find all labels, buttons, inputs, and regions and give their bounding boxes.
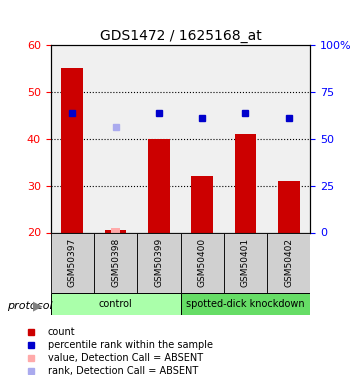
Text: GSM50398: GSM50398 [111,238,120,287]
Text: value, Detection Call = ABSENT: value, Detection Call = ABSENT [48,353,203,363]
FancyBboxPatch shape [224,232,267,292]
FancyBboxPatch shape [180,292,310,315]
Text: ▶: ▶ [32,299,42,312]
FancyBboxPatch shape [267,232,310,292]
Text: GSM50399: GSM50399 [155,238,163,287]
FancyBboxPatch shape [51,292,180,315]
Text: GSM50402: GSM50402 [284,238,293,287]
Text: GSM50397: GSM50397 [68,238,77,287]
FancyBboxPatch shape [137,232,180,292]
Text: count: count [48,327,75,337]
Bar [191,176,213,232]
Text: protocol: protocol [7,301,53,310]
FancyBboxPatch shape [51,232,94,292]
FancyBboxPatch shape [180,232,224,292]
Text: spotted-dick knockdown: spotted-dick knockdown [186,299,305,309]
Title: GDS1472 / 1625168_at: GDS1472 / 1625168_at [100,28,261,43]
Text: percentile rank within the sample: percentile rank within the sample [48,340,213,350]
Bar [61,68,83,232]
Bar [105,230,126,232]
Text: GSM50401: GSM50401 [241,238,250,287]
Bar [111,228,120,232]
Text: GSM50400: GSM50400 [198,238,206,287]
Text: control: control [99,299,132,309]
Bar [235,134,256,232]
Bar [278,181,300,232]
Bar [148,139,170,232]
Text: rank, Detection Call = ABSENT: rank, Detection Call = ABSENT [48,366,198,375]
FancyBboxPatch shape [94,232,137,292]
